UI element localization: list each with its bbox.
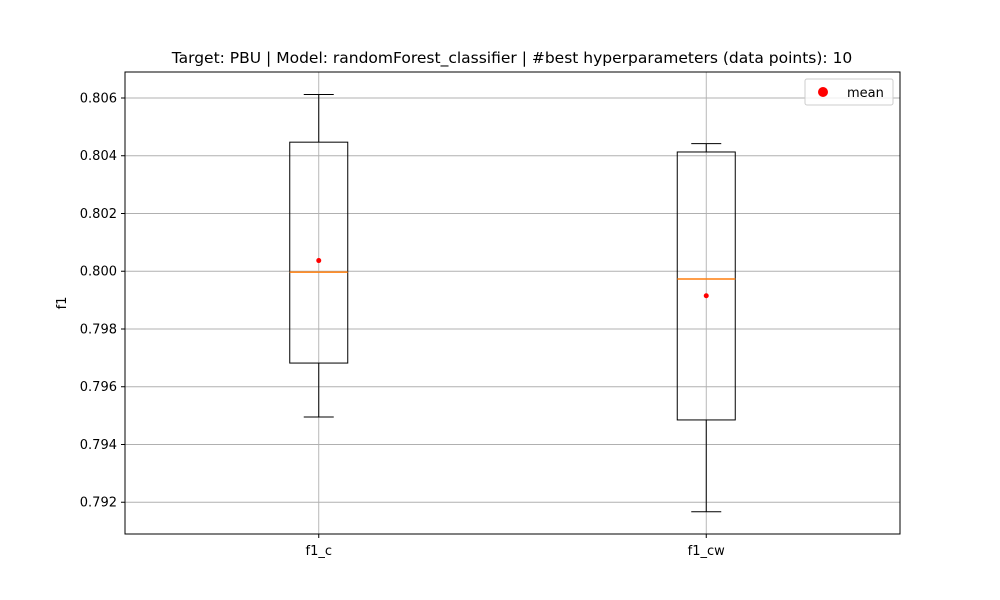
legend-box: [804, 78, 894, 106]
y-tick-label: 0.800: [80, 265, 117, 280]
box-f1_c: [289, 94, 349, 418]
axes-frame: [124, 71, 901, 535]
y-tick-label: 0.796: [80, 380, 117, 395]
x-axis-ticks: f1_c f1_cw: [306, 534, 725, 559]
x-tick-label: f1_c: [306, 544, 333, 559]
box-elements: [289, 94, 736, 513]
y-axis-ticks: 0.792 0.794 0.796 0.798 0.800 0.802 0.804 0.806: [80, 91, 125, 511]
iqr-box: [289, 141, 349, 364]
legend-mean-label: mean: [847, 86, 884, 101]
x-tick-label: f1_cw: [688, 544, 725, 559]
mean-marker: [703, 293, 709, 299]
y-tick-label: 0.806: [80, 91, 117, 106]
y-tick-label: 0.804: [80, 149, 117, 164]
chart-title: Target: PBU | Model: randomForest_classi…: [171, 49, 853, 68]
mean-marker: [316, 258, 322, 264]
legend: mean: [804, 78, 894, 106]
y-tick-label: 0.802: [80, 207, 117, 222]
y-tick-label: 0.798: [80, 322, 117, 337]
y-axis-label: f1: [55, 297, 70, 310]
y-tick-label: 0.792: [80, 496, 117, 511]
legend-mean-marker: [818, 87, 828, 97]
box-f1_cw: [676, 143, 736, 513]
y-tick-label: 0.794: [80, 438, 117, 453]
iqr-box: [676, 151, 736, 421]
